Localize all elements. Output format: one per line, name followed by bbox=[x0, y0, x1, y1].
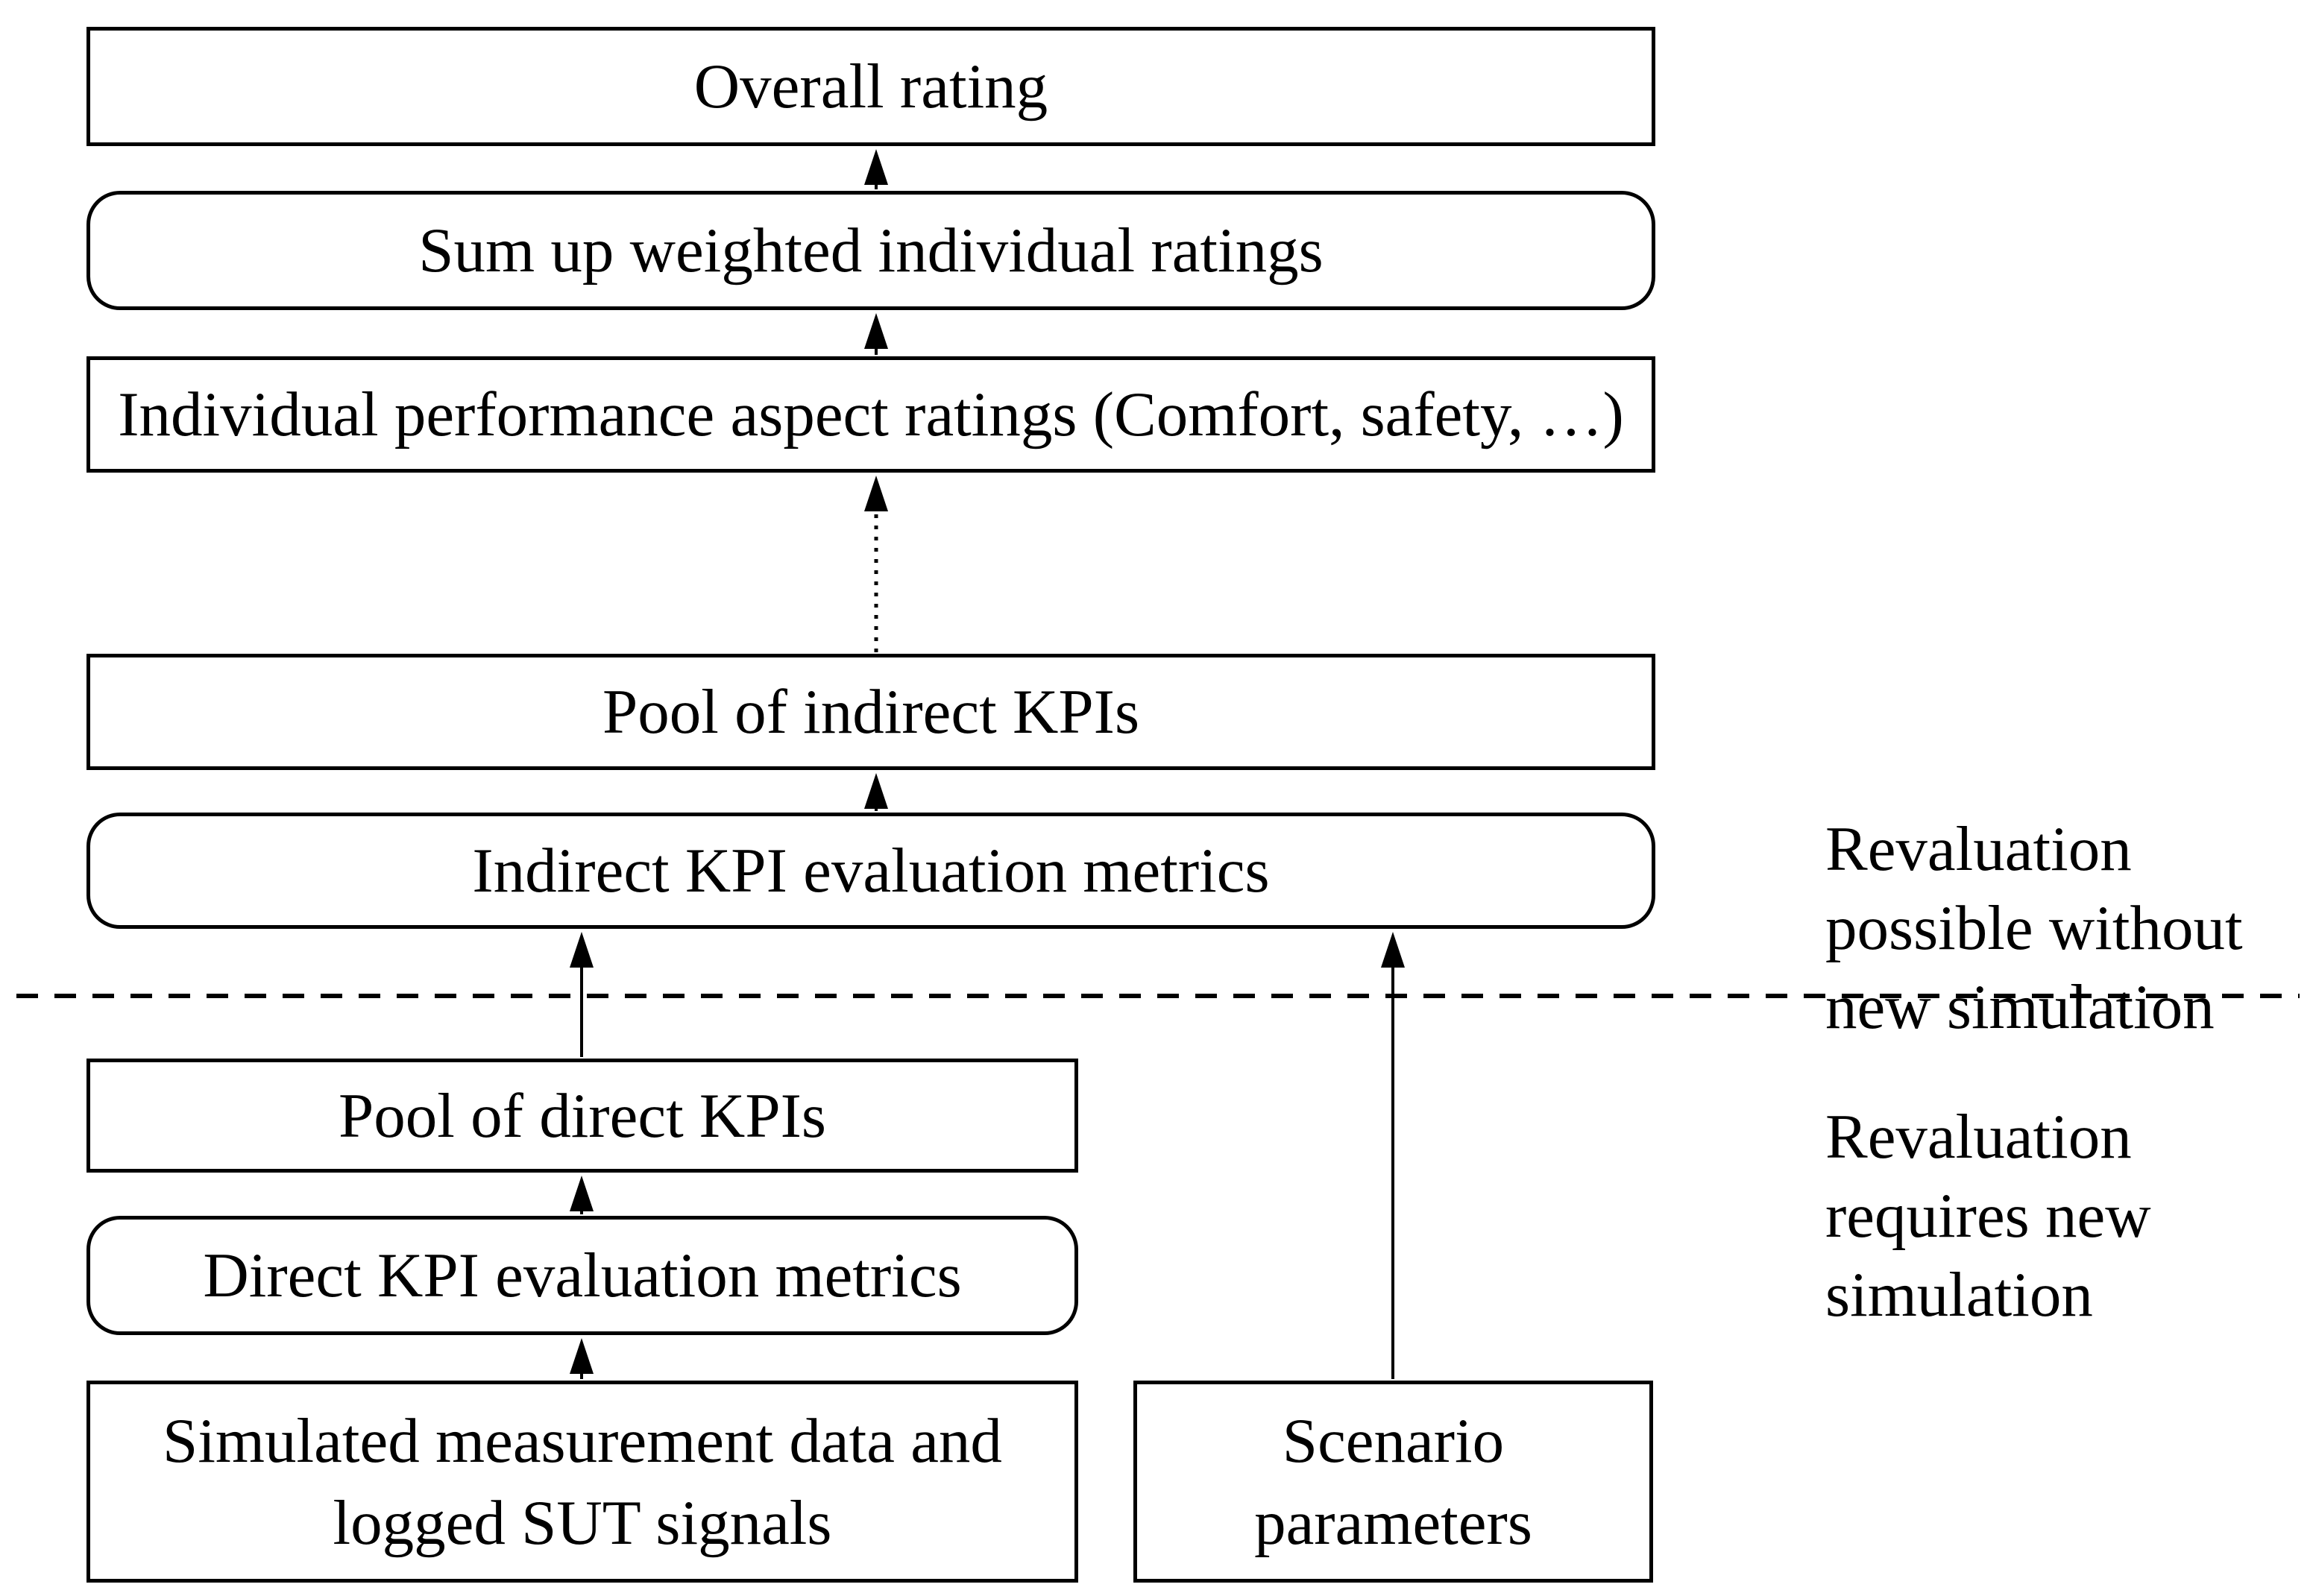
arrow-scenario-to-indirect-metrics bbox=[1381, 932, 1405, 1379]
side-label-revaluation-possible-text: Revaluation possible without new simulat… bbox=[1825, 814, 2243, 1042]
box-pool-indirect-kpis-label: Pool of indirect KPIs bbox=[602, 677, 1140, 747]
arrow-simulated-to-direct-metrics bbox=[570, 1338, 594, 1379]
box-pool-indirect-kpis: Pool of indirect KPIs bbox=[86, 654, 1655, 770]
box-direct-kpi-metrics-label: Direct KPI evaluation metrics bbox=[203, 1240, 962, 1310]
box-scenario-parameters: Scenario parameters bbox=[1133, 1381, 1653, 1583]
box-simulated-data-label: Simulated measurement data and logged SU… bbox=[163, 1405, 1002, 1558]
box-sum-weighted-ratings-label: Sum up weighted individual ratings bbox=[418, 215, 1324, 286]
box-pool-direct-kpis-label: Pool of direct KPIs bbox=[339, 1080, 826, 1151]
box-individual-aspect-ratings: Individual performance aspect ratings (C… bbox=[86, 356, 1655, 473]
box-sum-weighted-ratings: Sum up weighted individual ratings bbox=[86, 191, 1655, 310]
side-label-revaluation-possible: Revaluation possible without new simulat… bbox=[1825, 731, 2313, 1047]
box-individual-aspect-ratings-label: Individual performance aspect ratings (C… bbox=[118, 379, 1624, 450]
box-overall-rating: Overall rating bbox=[86, 27, 1655, 146]
box-overall-rating-label: Overall rating bbox=[693, 51, 1048, 122]
arrow-individual-to-sum bbox=[864, 313, 888, 355]
arrow-sum-to-overall bbox=[864, 149, 888, 189]
box-pool-direct-kpis: Pool of direct KPIs bbox=[86, 1059, 1078, 1173]
dotted-arrow-pool-indirect-to-individual bbox=[864, 476, 888, 652]
box-scenario-parameters-label: Scenario parameters bbox=[1254, 1405, 1532, 1558]
side-label-revaluation-requires-text: Revaluation requires new simulation bbox=[1825, 1102, 2151, 1330]
side-label-revaluation-requires: Revaluation requires new simulation bbox=[1825, 1018, 2313, 1334]
arrow-indirect-metrics-to-pool bbox=[864, 773, 888, 811]
box-indirect-kpi-metrics-label: Indirect KPI evaluation metrics bbox=[472, 836, 1270, 906]
arrow-direct-metrics-to-pool-direct bbox=[570, 1176, 594, 1214]
box-simulated-data: Simulated measurement data and logged SU… bbox=[86, 1381, 1078, 1583]
box-indirect-kpi-metrics: Indirect KPI evaluation metrics bbox=[86, 813, 1655, 929]
arrow-pool-direct-to-indirect-metrics bbox=[570, 932, 594, 1057]
box-direct-kpi-metrics: Direct KPI evaluation metrics bbox=[86, 1216, 1078, 1335]
